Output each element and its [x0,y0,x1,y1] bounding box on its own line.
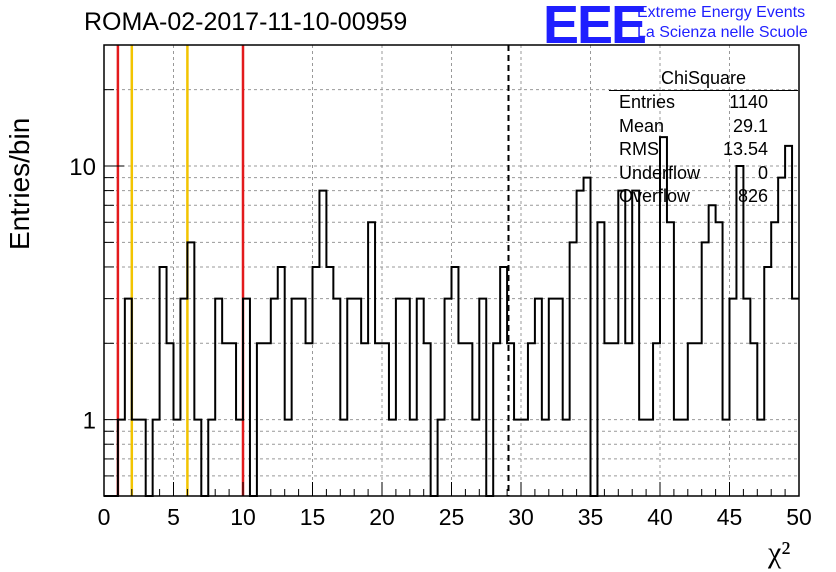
histogram-bin [702,242,709,496]
histogram-bin [278,267,285,496]
stats-value: 13.54 [722,139,768,159]
x-tick-label: 15 [300,504,326,530]
histogram-bin [160,267,167,496]
stats-value: 826 [737,186,768,206]
histogram-bin [313,267,320,496]
histogram-bin [667,222,674,496]
stats-value: 0 [757,162,768,183]
histogram-bin [403,299,410,496]
histogram-bin [764,267,771,496]
y-tick-label: 10 [69,154,96,181]
histogram-bin [709,205,716,496]
histogram-bin [479,299,486,496]
x-tick-label: 35 [578,504,604,530]
stats-label: Entries [619,92,676,112]
histogram-bin [584,178,591,496]
histogram-bin [556,299,563,496]
stats-label: Underflow [619,162,701,183]
histogram-bin [396,299,403,496]
stats-value: 29.1 [732,115,768,136]
histogram-bin [771,222,778,496]
axis-tick-labels: 0 5 10 15 20 25 30 35 40 45 50 1 10 [69,154,812,530]
histogram-bin [445,299,452,496]
x-tick-label: 5 [167,504,180,530]
histogram-bin [730,299,737,496]
axis-ticks [103,44,800,497]
x-tick-label: 10 [230,504,256,530]
histogram-bin [333,299,340,496]
histogram-bin [716,222,723,496]
histogram-bin [326,267,333,496]
stats-row: RMS 13.54 [609,138,798,162]
stats-label: RMS [619,139,659,159]
histogram-bin [215,299,222,496]
stats-label: Overflow [619,186,691,206]
x-tick-label: 40 [647,504,673,530]
y-tick-label: 1 [83,408,96,435]
x-tick-label: 45 [717,504,743,530]
histogram-bin [271,299,278,496]
x-tick-label: 30 [508,504,534,530]
histogram-bin [452,267,459,496]
stats-title: ChiSquare [609,66,798,91]
histogram-bin [778,178,785,496]
x-tick-label: 50 [786,504,812,530]
x-tick-label: 0 [98,504,111,530]
y-axis-label: Entries/bin [4,117,35,250]
stats-label: Mean [619,115,665,136]
histogram-bin [299,299,306,496]
histogram-bin [570,242,577,496]
x-tick-label: 25 [439,504,465,530]
histogram-bin [535,299,542,496]
histogram-bin [736,166,743,496]
histogram-bin [354,299,361,496]
histogram-bin [500,267,507,496]
stats-box: ChiSquare Entries 1140 Mean 29.1 RMS 13.54 … [609,66,798,209]
stats-row: Mean 29.1 [609,115,798,139]
histogram-bin [549,299,556,496]
stats-row: Underflow 0 [609,162,798,186]
histogram-bin [368,222,375,496]
x-axis-label: χ² [768,536,791,569]
stats-row: Entries 1140 [609,91,798,115]
x-tick-label: 20 [369,504,395,530]
histogram-bin [347,299,354,496]
stats-row: Overflow 826 [609,185,798,209]
histogram-series [104,136,799,497]
logo-line-1: Extreme Energy Events [637,4,806,21]
histogram-bin [743,299,750,496]
histogram-bin [417,299,424,496]
histogram-bin [597,222,604,496]
histogram-bin [292,299,299,496]
chart-title: ROMA-02-2017-11-10-00959 [84,8,408,36]
histogram-bin [792,299,799,496]
eee-logo: EEE [543,0,647,55]
stats-value: 1140 [729,92,768,112]
logo-line-2: La Scienza nelle Scuole [637,24,808,41]
